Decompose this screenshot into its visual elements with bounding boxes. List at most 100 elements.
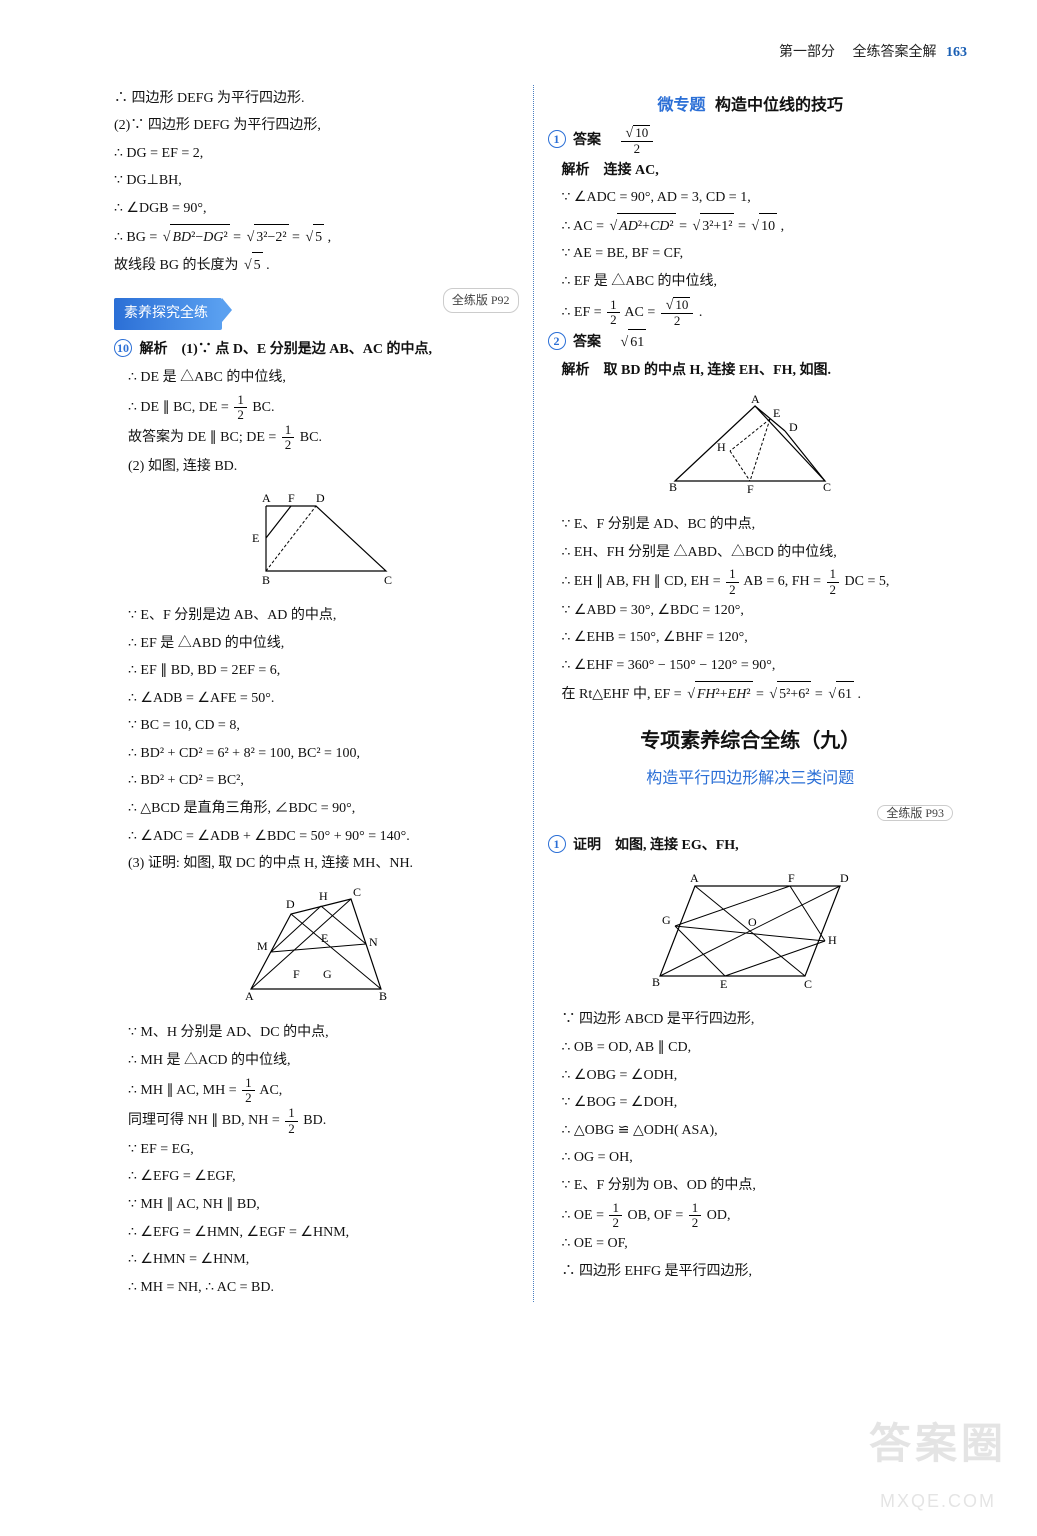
text-line: ∴ EF = 12 AC = 10 2 . [548,297,954,329]
geometry-svg: D H C M E N F G A B [221,884,411,1004]
text-line: ∴ ∠ADC = ∠ADB + ∠BDC = 50° + 90° = 140°. [114,824,519,851]
text-line: ∴ BD² + CD² = BC², [114,768,519,795]
text-line: ∴ ∠OBG = ∠ODH, [548,1063,954,1090]
svg-text:O: O [748,915,757,929]
sqrt-expr: 10 [749,213,777,241]
text-line: ∴ EF 是 △ABC 的中位线, [548,269,954,296]
seg: DC = 5, [845,574,890,589]
section-row: 素养探究全练 全练版 P92 [114,288,519,337]
seg: OD, [707,1208,731,1223]
seg: BC. [300,430,322,445]
seg: , [781,219,785,234]
fraction: 12 [607,298,620,328]
svg-text:F: F [747,482,754,496]
text-line: 同理可得 NH ∥ BD, NH = 12 BD. [114,1106,519,1136]
seg: = [292,230,303,245]
svg-text:F: F [288,491,295,505]
seg: 在 Rt△EHF 中, EF = [562,687,686,702]
text-line: ∴ MH = NH, ∴ AC = BD. [114,1275,519,1302]
text-line: ∵ AE = BE, BF = CF, [548,241,954,268]
geometry-svg: A D G O F H B E C [640,866,860,991]
text-line: ∴ EF ∥ BD, BD = 2EF = 6, [114,658,519,685]
seg: BC. [252,400,274,415]
text-line: ∵ E、F 分别是边 AB、AD 的中点, [114,603,519,630]
seg: AC, [259,1083,282,1098]
text-line: ∴ DE ∥ BC, DE = 12 BC. [114,393,519,423]
svg-text:H: H [319,889,328,903]
text-line: ∴ ∠HMN = ∠HNM, [114,1247,519,1274]
two-column-layout: ∴ 四边形 DEFG 为平行四边形. (2)∵ 四边形 DEFG 为平行四边形,… [100,85,967,1303]
text-line: (2)∵ 四边形 DEFG 为平行四边形, [114,113,519,140]
text-line: ∵ BC = 10, CD = 8, [114,713,519,740]
seg: = [233,230,244,245]
geometry-svg: A E D H B F C [655,391,845,496]
section-sub-title: 构造平行四边形解决三类问题 [548,764,954,794]
svg-text:A: A [245,989,254,1003]
svg-text:C: C [804,977,812,991]
svg-text:A: A [751,392,760,406]
figure-trapezoid-1: A F D E B C [114,486,519,597]
text-line: ∴ EF 是 △ABD 的中位线, [114,631,519,658]
text-line: ∴ OG = OH, [548,1145,954,1172]
text-line: ∴ △OBG ≌ △ODH( ASA), [548,1118,954,1145]
fraction: 10 2 [661,297,694,329]
text-line: ∴ △BCD 是直角三角形, ∠BDC = 90°, [114,796,519,823]
seg: 故答案为 DE ∥ BC; DE = [128,430,280,445]
seg: . [266,258,270,273]
svg-text:C: C [384,573,392,586]
hint-label: 解析 连接 AC, [562,163,659,178]
header-page: 163 [946,45,967,60]
seg: AC = [624,305,658,320]
sqrt-expr: 5²+6² [767,681,811,709]
svg-text:F: F [293,967,300,981]
question-number: 10 [114,339,132,357]
svg-text:D: D [286,897,295,911]
text-line: ∵ DG⊥BH, [114,168,519,195]
sqrt-expr: BD²−DG² [161,224,230,252]
svg-text:H: H [828,933,837,947]
text-line: ∵ M、H 分别是 AD、DC 的中点, [114,1020,519,1047]
svg-text:D: D [840,871,849,885]
question-number: 2 [548,332,566,350]
text-line: ∴ MH ∥ AC, MH = 12 AC, [114,1076,519,1106]
svg-text:D: D [789,420,798,434]
watermark: 答案圈 MXQE.COM [869,1404,1007,1518]
text-line: ∴ OB = OD, AB ∥ CD, [548,1035,954,1062]
watermark-cn: 答案圈 [869,1404,1007,1484]
seg: ∴ DE ∥ BC, DE = [128,400,232,415]
header-section: 全练答案全解 [853,45,937,60]
text-line: ∴ ∠EHB = 150°, ∠BHF = 120°, [548,625,954,652]
figure-parallelogram: A D G O F H B E C [548,866,954,1002]
fraction: 12 [242,1076,255,1106]
text-line: ∵ MH ∥ AC, NH ∥ BD, [114,1192,519,1219]
answer-label: 答案 [573,335,601,350]
sqrt-expr: 5 [242,252,263,280]
text-line: 解析 取 BD 的中点 H, 连接 EH、FH, 如图. [548,358,954,385]
sqrt-expr: 3²+1² [691,213,735,241]
text-line: ∴ DE 是 △ABC 的中位线, [114,365,519,392]
fraction: 12 [285,1106,298,1136]
question-number: 1 [548,130,566,148]
left-column: ∴ 四边形 DEFG 为平行四边形. (2)∵ 四边形 DEFG 为平行四边形,… [100,85,534,1303]
text-line: ∵ 四边形 ABCD 是平行四边形, [548,1007,954,1034]
svg-text:F: F [788,871,795,885]
proof-label: 证明 如图, 连接 EG、FH, [573,838,739,853]
svg-text:G: G [662,913,671,927]
seg: = [815,687,826,702]
title-text: 构造中位线的技巧 [715,97,843,114]
seg: ∴ AC = [562,219,608,234]
seg: . [699,305,703,320]
seg: = [679,219,690,234]
text-line: ∴ ∠ADB = ∠AFE = 50°. [114,686,519,713]
text-line: ∴ MH 是 △ACD 的中位线, [114,1048,519,1075]
svg-text:E: E [321,931,328,945]
seg: . [858,687,862,702]
header-part: 第一部分 [779,45,835,60]
text-line: (3) 证明: 如图, 取 DC 的中点 H, 连接 MH、NH. [114,851,519,878]
text-line: ∴ ∠DGB = 90°, [114,196,519,223]
seg: ∴ MH ∥ AC, MH = [128,1083,240,1098]
text-line: 10 解析 (1)∵ 点 D、E 分别是边 AB、AC 的中点, [114,337,519,364]
seg: ∴ EH ∥ AB, FH ∥ CD, EH = [562,574,725,589]
text-line: ∵ ∠ADC = 90°, AD = 3, CD = 1, [548,185,954,212]
seg: ∴ OE = [562,1208,608,1223]
